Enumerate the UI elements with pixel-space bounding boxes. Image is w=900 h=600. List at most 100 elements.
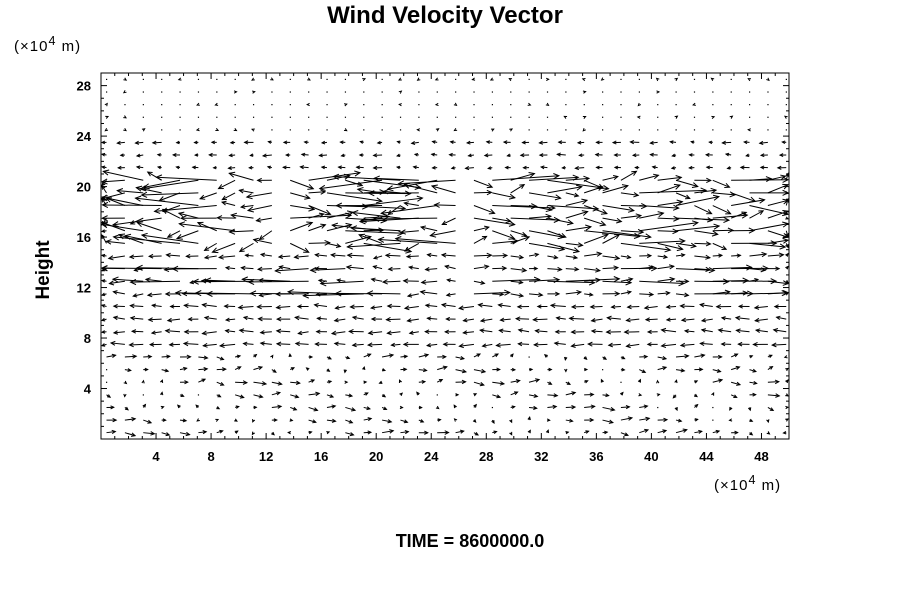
vector-head bbox=[785, 292, 790, 296]
vector-dot bbox=[179, 129, 181, 131]
vector-head bbox=[474, 432, 480, 436]
x-tick-label: 20 bbox=[369, 449, 383, 464]
wind-vector bbox=[547, 217, 574, 226]
wind-vector bbox=[402, 278, 419, 284]
vector-head bbox=[510, 353, 514, 358]
vector-head bbox=[570, 343, 576, 348]
wind-vector bbox=[660, 343, 677, 349]
wind-vector bbox=[510, 235, 531, 244]
vector-head bbox=[196, 102, 200, 106]
vector-dot bbox=[197, 116, 200, 118]
wind-vector bbox=[100, 152, 107, 157]
vector-shaft bbox=[680, 343, 695, 346]
wind-vector bbox=[363, 392, 369, 396]
vector-shaft bbox=[510, 268, 527, 272]
vector-shaft bbox=[101, 234, 107, 244]
vector-shaft bbox=[441, 254, 456, 257]
vector-head bbox=[372, 215, 380, 222]
wind-vector bbox=[253, 353, 258, 358]
wind-vector bbox=[399, 392, 404, 397]
vector-head bbox=[453, 404, 457, 409]
vector-head bbox=[430, 152, 436, 157]
vector-shaft bbox=[694, 268, 711, 271]
vector-dot bbox=[436, 394, 438, 396]
wind-vector bbox=[477, 302, 493, 308]
vector-head bbox=[517, 328, 523, 333]
vector-head bbox=[724, 182, 731, 189]
vector-head bbox=[441, 220, 447, 225]
wind-vector bbox=[749, 210, 765, 219]
wind-vector bbox=[602, 230, 652, 240]
wind-vector bbox=[326, 104, 328, 106]
wind-vector bbox=[326, 173, 351, 181]
vector-shaft bbox=[253, 381, 267, 385]
vector-shaft bbox=[374, 177, 419, 181]
wind-vector bbox=[198, 367, 209, 372]
wind-vector bbox=[403, 182, 438, 194]
wind-vector bbox=[679, 303, 695, 309]
vector-shaft bbox=[345, 432, 354, 436]
vector-head bbox=[553, 341, 559, 346]
vector-shaft bbox=[565, 291, 582, 295]
vector-dot bbox=[179, 91, 181, 93]
vector-head bbox=[351, 315, 358, 321]
wind-vector bbox=[595, 140, 603, 145]
vector-head bbox=[202, 342, 208, 348]
wind-vector bbox=[398, 90, 403, 94]
vector-shaft bbox=[657, 242, 683, 250]
vector-head bbox=[523, 235, 531, 242]
wind-vector bbox=[326, 129, 328, 131]
wind-vector bbox=[381, 91, 383, 93]
wind-vector bbox=[100, 253, 107, 258]
vector-head bbox=[151, 303, 157, 308]
wind-vector bbox=[570, 329, 585, 335]
wind-vector bbox=[426, 343, 438, 348]
wind-vector bbox=[402, 341, 419, 347]
vector-shaft bbox=[681, 318, 695, 321]
vector-shaft bbox=[657, 176, 682, 181]
vector-head bbox=[592, 205, 600, 212]
wind-vector bbox=[179, 91, 181, 93]
wind-vector bbox=[271, 369, 277, 373]
vector-head bbox=[479, 328, 485, 333]
wind-vector bbox=[424, 303, 438, 308]
vector-dot bbox=[252, 104, 255, 106]
wind-vector bbox=[565, 129, 567, 131]
vector-shaft bbox=[639, 240, 685, 244]
vector-head bbox=[305, 367, 310, 371]
vector-shaft bbox=[767, 210, 789, 219]
vector-head bbox=[239, 204, 246, 209]
vector-shaft bbox=[246, 192, 272, 198]
vector-head bbox=[408, 265, 414, 270]
wind-vector bbox=[693, 91, 696, 93]
wind-vector bbox=[420, 279, 438, 285]
vector-dot bbox=[326, 129, 328, 131]
vector-head bbox=[782, 183, 790, 190]
wind-vector bbox=[694, 217, 714, 223]
wind-vector bbox=[143, 431, 156, 436]
vector-head bbox=[610, 304, 616, 310]
vector-shaft bbox=[316, 293, 327, 296]
vector-shaft bbox=[482, 343, 493, 347]
wind-vector bbox=[308, 379, 316, 383]
vector-head bbox=[247, 278, 255, 285]
vector-head bbox=[270, 77, 274, 81]
vector-shaft bbox=[661, 329, 677, 333]
vector-shaft bbox=[388, 268, 401, 270]
vector-head bbox=[782, 176, 790, 183]
vector-head bbox=[403, 367, 408, 372]
vector-head bbox=[623, 329, 630, 335]
vector-shaft bbox=[565, 242, 583, 246]
vector-shaft bbox=[279, 266, 291, 270]
vector-head bbox=[553, 173, 561, 180]
vector-head bbox=[600, 378, 604, 383]
wind-vector bbox=[455, 429, 465, 434]
vector-head bbox=[433, 202, 440, 208]
vector-head bbox=[521, 267, 528, 273]
vector-shaft bbox=[755, 318, 768, 322]
vector-shaft bbox=[694, 242, 711, 245]
wind-vector bbox=[363, 242, 413, 254]
vector-head bbox=[129, 278, 137, 286]
wind-vector bbox=[712, 429, 721, 434]
wind-vector bbox=[529, 292, 544, 298]
